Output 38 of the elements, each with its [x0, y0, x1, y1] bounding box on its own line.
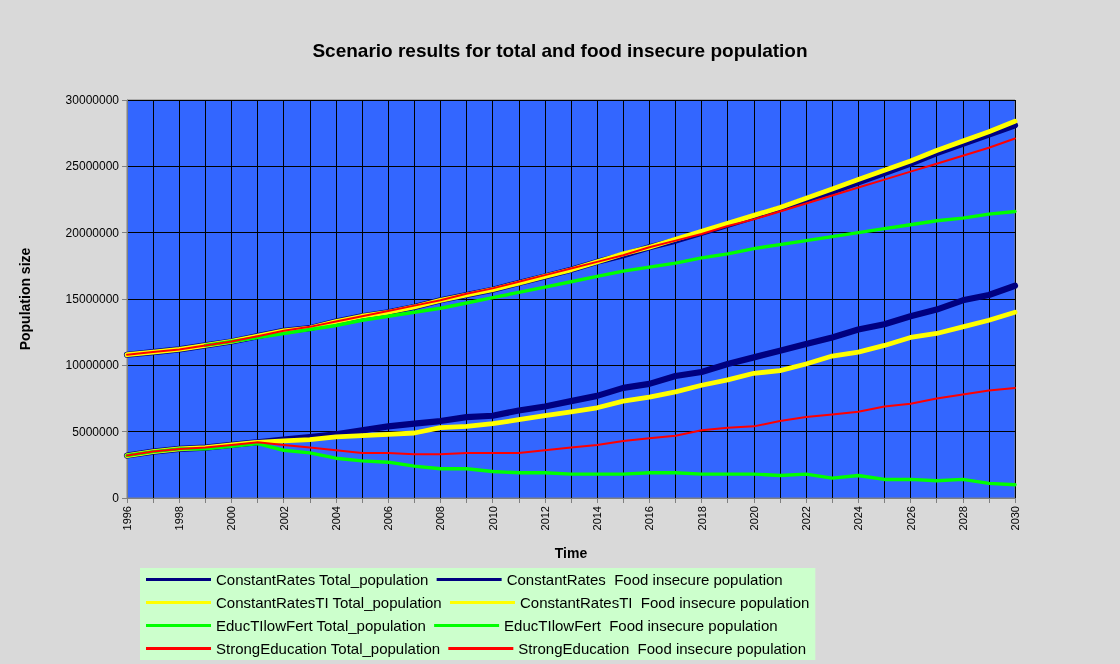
legend-label: ConstantRates Total_population — [216, 571, 429, 588]
x-tick-label: 2010 — [486, 506, 499, 531]
legend-label: ConstantRates Food insecure population — [506, 571, 783, 588]
x-tick-label: 2026 — [904, 506, 917, 531]
legend-label: ConstantRatesTI Total_population — [216, 594, 442, 611]
x-tick-label: 2022 — [800, 506, 813, 531]
x-tick-label: 2020 — [747, 506, 760, 531]
legend-label: EducTIlowFert Food insecure population — [504, 617, 778, 634]
x-tick-label: 2014 — [591, 506, 604, 531]
x-tick-label: 2030 — [1009, 506, 1021, 531]
y-tick-label: 0 — [112, 491, 120, 505]
x-tick-label: 2012 — [538, 506, 551, 531]
y-tick-label: 30000000 — [65, 93, 120, 107]
x-tick-label: 2024 — [852, 506, 865, 531]
line-series — [126, 386, 1016, 457]
x-tick-label: 2006 — [382, 506, 395, 531]
y-tick-label: 20000000 — [65, 225, 120, 240]
line-series — [203, 209, 1017, 348]
x-tick-label: 1996 — [121, 506, 133, 531]
x-tick-label: 2000 — [225, 506, 238, 531]
legend-label: EducTIlowFert Total_population — [216, 617, 426, 634]
x-tick-label: 2002 — [277, 506, 290, 531]
y-axis-title: Population size — [17, 247, 33, 351]
y-tick-label: 15000000 — [65, 292, 120, 306]
x-tick-label: 2016 — [643, 506, 656, 531]
y-tick-label: 10000000 — [65, 358, 120, 373]
x-tick-label: 1998 — [173, 506, 186, 531]
legend-label: StrongEducation Total_population — [216, 640, 441, 657]
legend-label: StrongEducation Food insecure population — [518, 640, 807, 657]
x-tick-label: 2004 — [329, 506, 342, 531]
x-axis-title: Time — [554, 545, 588, 561]
x-tick-label: 2028 — [956, 506, 969, 531]
y-tick-label: 5000000 — [72, 424, 120, 439]
chart-title: Scenario results for total and food insecure population — [312, 40, 808, 61]
x-tick-label: 2008 — [434, 506, 447, 531]
legend-label: ConstantRatesTI Food insecure population — [519, 594, 810, 611]
y-tick-label: 25000000 — [65, 159, 120, 174]
x-tick-label: 2018 — [695, 506, 708, 531]
